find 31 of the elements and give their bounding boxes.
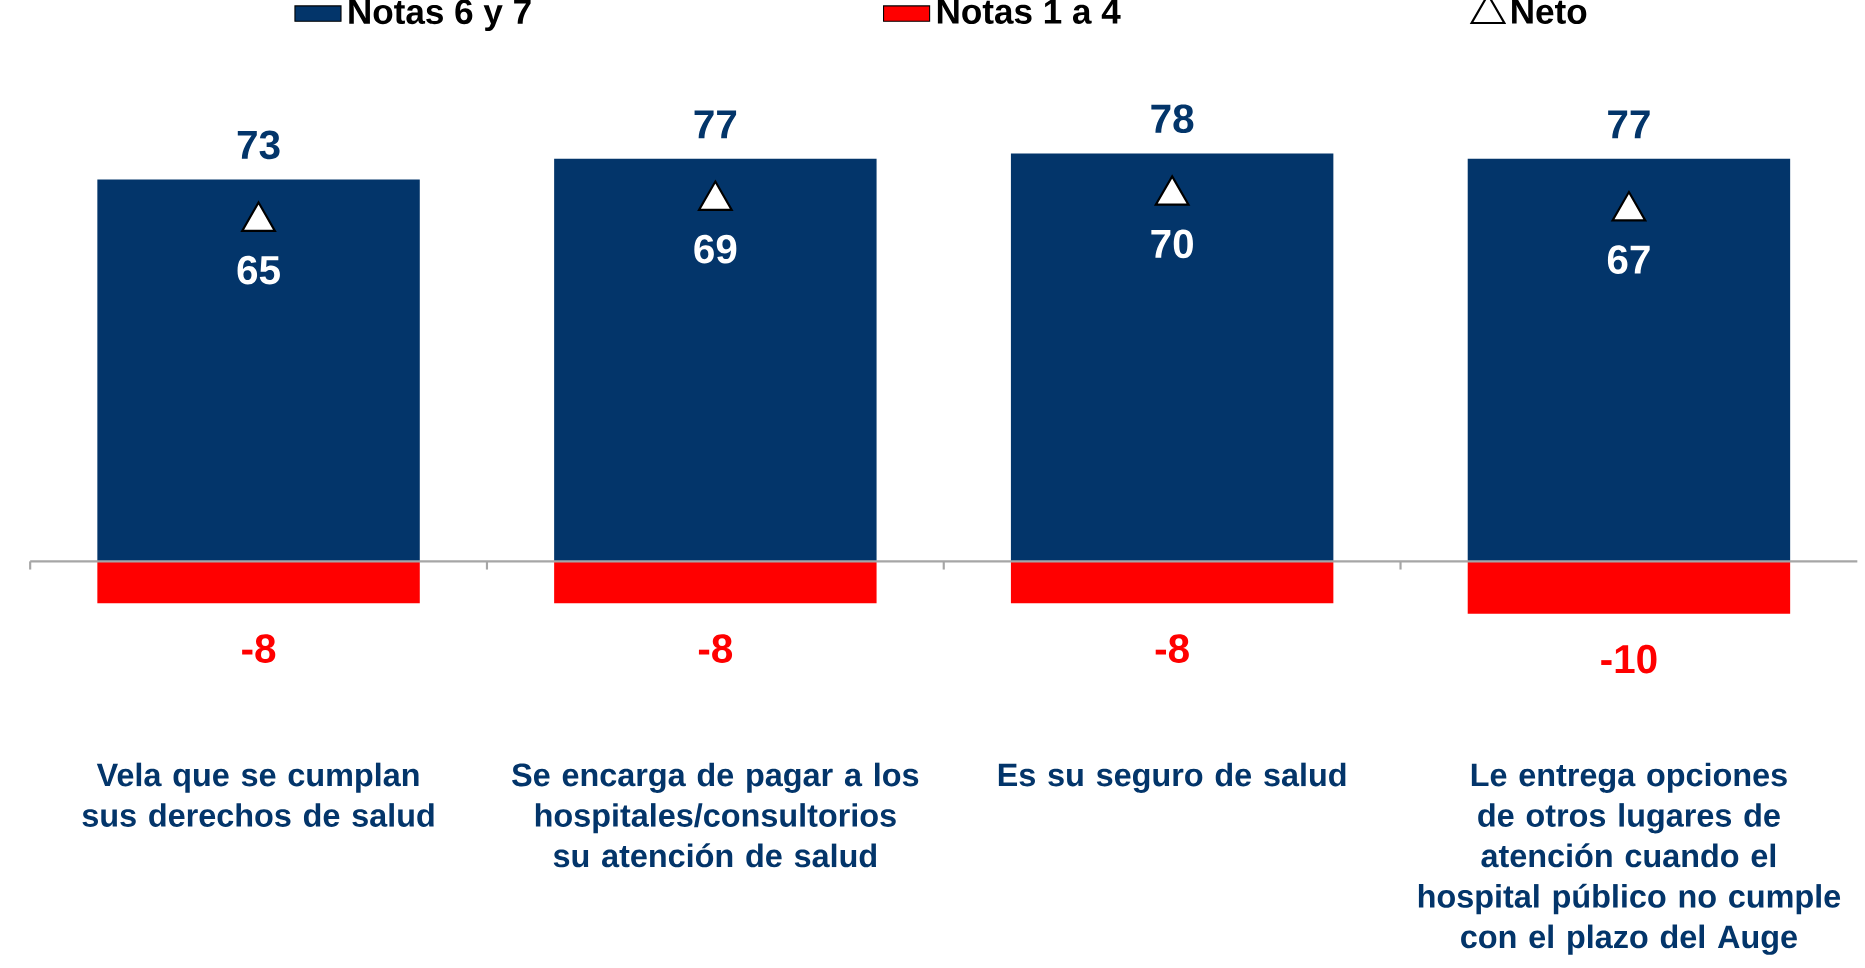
data-label: -8: [1155, 634, 1189, 663]
legend-label: Notas 6 y 7: [349, 0, 531, 32]
bar: [554, 158, 877, 562]
bar: [1467, 158, 1791, 562]
data-label: 77: [1608, 110, 1650, 139]
bar: [1010, 561, 1334, 604]
bar: [1010, 153, 1334, 562]
legend-label: Notas 1 a 4: [937, 0, 1121, 24]
bar: [97, 179, 420, 562]
x-tick-label: Es su seguro de salud: [998, 762, 1346, 793]
data-label: 69: [694, 234, 737, 264]
x-tick-label: Le entrega opciones de otros lugares de atención cuando el hospital público no cumple con el plazo del Auge: [1418, 762, 1841, 955]
data-label: 70: [1151, 229, 1193, 259]
point: [1154, 175, 1190, 206]
data-label: 67: [1607, 245, 1650, 274]
bar: [554, 561, 877, 604]
point: [697, 180, 733, 211]
data-label: -10: [1601, 644, 1657, 674]
data-label: -8: [698, 634, 733, 663]
data-label: 77: [694, 110, 737, 139]
point: [1611, 190, 1647, 222]
data-label: 65: [237, 255, 280, 285]
point: [241, 201, 276, 232]
data-label: -8: [242, 634, 276, 663]
legend-label: Neto: [1512, 0, 1587, 24]
data-label: 78: [1151, 104, 1194, 134]
bar: [97, 561, 420, 604]
x-tick-label: Vela que se cumplan sus derechos de salud: [82, 762, 434, 827]
bar: [1467, 561, 1791, 614]
data-label: 73: [237, 130, 280, 160]
x-tick-label: Se encarga de pagar a los hospitales/consultorios su atención de salud: [512, 762, 919, 868]
